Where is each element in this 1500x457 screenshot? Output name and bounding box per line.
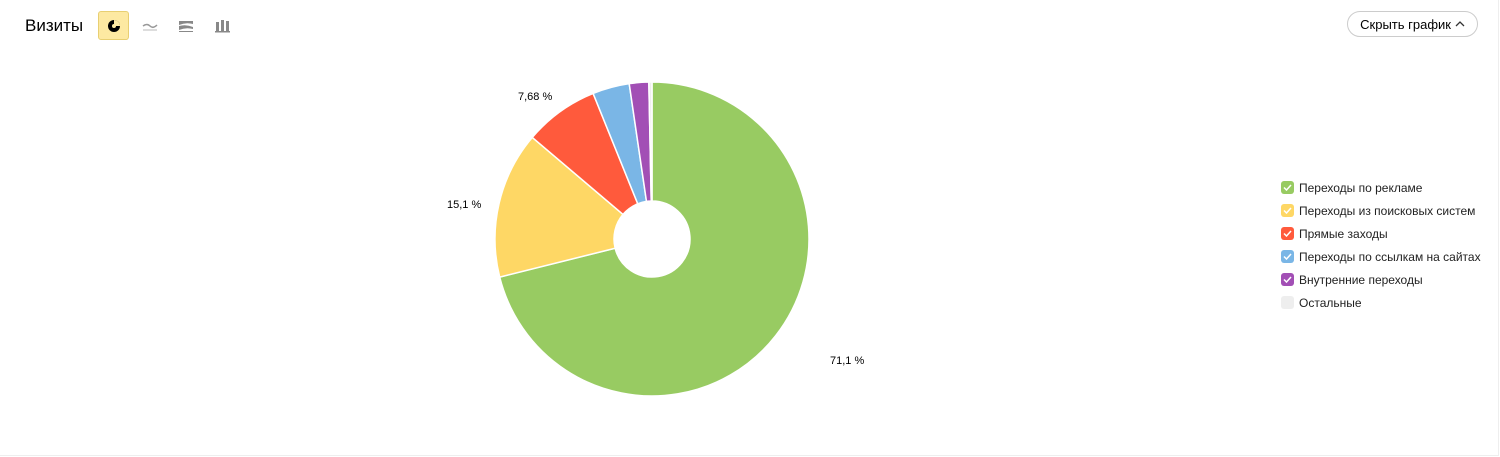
chart-title: Визиты — [25, 16, 84, 35]
pie-slice[interactable] — [498, 81, 810, 397]
chevron-up-icon — [1455, 21, 1465, 27]
legend-label: Переходы по ссылкам на сайтах — [1299, 249, 1481, 264]
legend-item[interactable]: Переходы по рекламе — [1281, 176, 1481, 199]
pie-slice[interactable] — [648, 81, 653, 202]
legend-label: Переходы по рекламе — [1299, 180, 1423, 195]
checkbox-icon[interactable] — [1281, 273, 1294, 286]
legend-label: Остальные — [1299, 295, 1362, 310]
legend-label: Переходы из поисковых систем — [1299, 203, 1476, 218]
line-chart-button[interactable] — [134, 11, 165, 40]
hide-chart-label: Скрыть график — [1360, 16, 1451, 32]
pie-chart-button[interactable] — [98, 11, 129, 40]
pie-slice[interactable] — [494, 136, 625, 278]
checkbox-icon[interactable] — [1281, 181, 1294, 194]
legend-item[interactable]: Переходы из поисковых систем — [1281, 199, 1481, 222]
pie-chart-icon — [107, 19, 120, 32]
checkbox-icon[interactable] — [1281, 227, 1294, 240]
bar-chart-button[interactable] — [206, 11, 237, 40]
data-label: 15,1 % — [447, 199, 482, 211]
line-chart-icon — [142, 23, 158, 30]
checkbox-icon[interactable] — [1281, 204, 1294, 217]
legend-label: Прямые заходы — [1299, 226, 1388, 241]
legend: Переходы по рекламе Переходы из поисковых… — [1281, 176, 1481, 314]
checkbox-icon[interactable] — [1281, 296, 1294, 309]
data-label: 7,68 % — [518, 91, 553, 103]
area-chart-button[interactable] — [170, 11, 201, 40]
area-chart-icon — [178, 20, 193, 32]
legend-label: Внутренние переходы — [1299, 272, 1423, 287]
legend-item[interactable]: Прямые заходы — [1281, 222, 1481, 245]
bar-chart-icon — [214, 19, 230, 32]
checkbox-icon[interactable] — [1281, 250, 1294, 263]
hide-chart-button[interactable]: Скрыть график — [1347, 11, 1478, 37]
data-label: 71,1 % — [830, 355, 865, 367]
legend-item[interactable]: Внутренние переходы — [1281, 268, 1481, 291]
legend-item[interactable]: Остальные — [1281, 291, 1481, 314]
legend-item[interactable]: Переходы по ссылкам на сайтах — [1281, 245, 1481, 268]
